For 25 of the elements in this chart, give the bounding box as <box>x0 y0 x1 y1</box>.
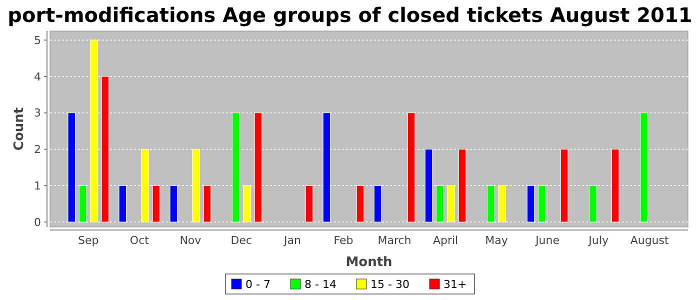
chart-title: port-modifications Age groups of closed tickets August 2011 <box>8 3 692 27</box>
y-axis-title: Count <box>12 107 27 151</box>
x-tick-label: Sep <box>78 234 99 247</box>
legend-label: 31+ <box>444 278 467 291</box>
y-tick-label: 3 <box>34 106 41 120</box>
x-tick-label: Feb <box>334 234 354 247</box>
x-tick-label: Dec <box>230 234 252 247</box>
x-tick-label: July <box>588 234 609 247</box>
x-axis-title: Month <box>346 255 392 270</box>
x-tick-label: Jan <box>282 234 301 247</box>
y-tick-label: 5 <box>34 34 41 47</box>
legend-label: 15 - 30 <box>370 278 410 291</box>
x-tick-label: May <box>485 234 508 247</box>
y-tick-label: 2 <box>34 143 41 156</box>
y-tick-label: 0 <box>34 216 41 229</box>
y-tick-label: 1 <box>34 179 41 192</box>
x-tick-label: August <box>630 234 670 247</box>
legend-label: 0 - 7 <box>246 278 270 291</box>
x-tick-label: June <box>534 234 560 247</box>
legend-label: 8 - 14 <box>304 278 336 291</box>
x-tick-label: April <box>432 234 458 247</box>
y-tick-label: 4 <box>34 70 41 84</box>
x-tick-label: Oct <box>130 234 150 247</box>
x-tick-label: March <box>378 234 412 247</box>
x-tick-label: Nov <box>180 234 202 247</box>
